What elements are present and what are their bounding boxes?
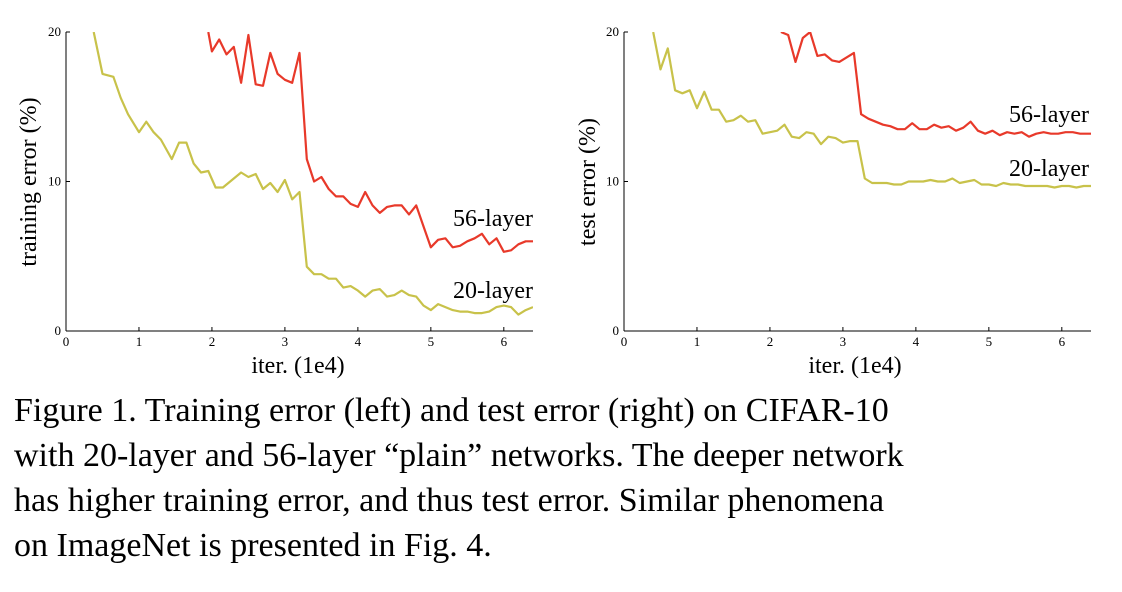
figure-caption: Figure 1. Training error (left) and test…: [14, 388, 1114, 568]
training-xtick-label: 2: [209, 334, 216, 349]
training-ytick-label: 0: [55, 323, 62, 338]
training-xtick-label: 0: [63, 334, 70, 349]
training-xtick-label: 5: [428, 334, 435, 349]
test-series-20-layer-label: 20-layer: [1009, 156, 1089, 182]
training-series-56-layer-line: [207, 32, 533, 253]
test-xtick-label: 4: [913, 334, 920, 349]
training-ytick-label: 10: [48, 174, 61, 189]
test-ytick-label: 10: [606, 174, 619, 189]
test-xtick-label: 3: [840, 334, 847, 349]
training-series-56-layer-label: 56-layer: [453, 206, 533, 232]
test-ylabel: test error (%): [575, 118, 601, 246]
test-series-20-layer-line: [652, 32, 1091, 189]
caption-line-2: with 20-layer and 56-layer “plain” netwo…: [14, 437, 904, 474]
training-ylabel: training error (%): [16, 97, 42, 266]
test-series-56-layer-label: 56-layer: [1009, 102, 1089, 128]
test-xtick-label: 5: [986, 334, 993, 349]
test-xtick-label: 6: [1059, 334, 1066, 349]
test-xtick-label: 2: [767, 334, 774, 349]
caption-line-3: has higher training error, and thus test…: [14, 482, 885, 519]
caption-line-4: on ImageNet is presented in Fig. 4.: [14, 527, 492, 564]
test-ytick-label: 20: [606, 24, 619, 39]
test-series-56-layer-line: [780, 32, 1091, 138]
training-series-20-layer-line: [92, 32, 533, 316]
training-error-chart: training error (%) iter. (1e4) 0 1 2 3 4 5 6 0 1…: [16, 24, 533, 379]
training-xtick-label: 1: [136, 334, 143, 349]
test-xtick-label: 0: [621, 334, 628, 349]
training-xlabel: iter. (1e4): [251, 353, 344, 379]
training-series-20-layer-label: 20-layer: [453, 278, 533, 304]
figure-charts: training error (%) iter. (1e4) 0 1 2 3 4 5 6 0 1…: [16, 24, 1091, 379]
test-xlabel: iter. (1e4): [808, 353, 901, 379]
caption-line-1: Figure 1. Training error (left) and test…: [14, 392, 889, 429]
training-ytick-label: 20: [48, 24, 61, 39]
test-error-chart: test error (%) iter. (1e4) 0 1 2 3 4 5 6 0 10 20 5…: [575, 24, 1091, 379]
training-xtick-label: 4: [355, 334, 362, 349]
test-xtick-label: 1: [694, 334, 701, 349]
test-ytick-label: 0: [613, 323, 620, 338]
training-xtick-label: 3: [282, 334, 289, 349]
training-xtick-label: 6: [501, 334, 508, 349]
